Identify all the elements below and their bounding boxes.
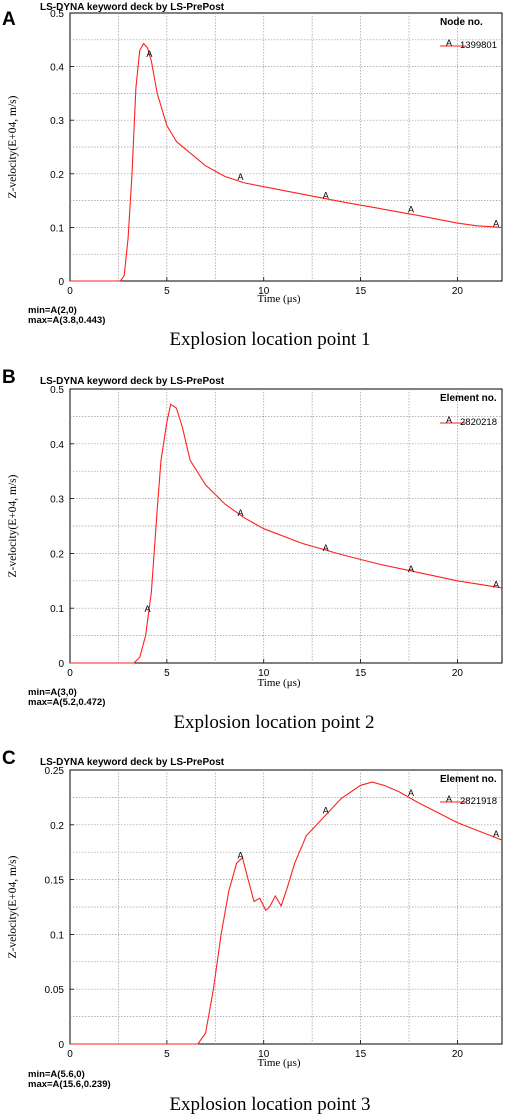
legend: Node no. A 1399801 (440, 17, 497, 51)
y-tick-label: 0 (58, 1040, 64, 1051)
y-axis-label: Z-velocity(E+04, m/s) (7, 855, 19, 958)
axis-ticks: 0 5 10 15 20 0 0.1 0.2 0.3 0.4 0.5 (50, 385, 463, 679)
curve-marker-label: A (323, 543, 329, 553)
x-tick-label: 10 (258, 1049, 270, 1060)
y-axis-label: Z-velocity(E+04, m/s) (7, 95, 19, 198)
curve-markers: A A A A A (144, 508, 499, 614)
y-tick-label: 0.5 (50, 9, 64, 20)
curve-marker-label: A (493, 579, 499, 589)
y-tick-label: 0.25 (45, 766, 65, 777)
x-tick-label: 10 (258, 286, 270, 297)
plot-header: LS-DYNA keyword deck by LS-PrePost (40, 757, 225, 768)
min-readout: min=A(3,0) (28, 687, 77, 698)
x-tick-label: 20 (452, 1049, 464, 1060)
curve-marker-label: A (408, 788, 414, 798)
y-tick-label: 0.2 (50, 549, 64, 560)
y-tick-label: 0 (58, 659, 64, 670)
curve-markers: A A A A (237, 788, 499, 860)
curve-marker-label: A (493, 829, 499, 839)
grid (70, 389, 502, 663)
y-tick-label: 0.1 (50, 930, 64, 941)
legend-element-id: 2821918 (460, 796, 497, 807)
curve-marker-label: A (146, 49, 152, 59)
min-readout: min=A(5.6,0) (28, 1069, 85, 1080)
y-tick-label: 0.2 (50, 821, 64, 832)
x-tick-label: 5 (164, 668, 170, 679)
y-axis-label: Z-velocity(E+04, m/s) (7, 474, 19, 577)
y-tick-label: 0.05 (45, 985, 65, 996)
legend-title: Element no. (440, 774, 497, 785)
curve-marker-label: A (408, 204, 414, 214)
x-axis-label: Time (μs) (257, 1057, 300, 1069)
x-axis-label: Time (μs) (257, 293, 300, 305)
axis-ticks: 0 5 10 15 20 0 0.05 0.1 0.15 0.2 0.25 (45, 766, 464, 1060)
curve-marker-label: A (237, 851, 243, 861)
panel-a: A LS-DYNA keyword deck by LS-PrePost 0 5 1… (2, 2, 503, 350)
panel-letter: C (2, 748, 16, 769)
x-tick-label: 0 (67, 286, 73, 297)
panel-letter: B (2, 367, 16, 388)
grid (70, 770, 502, 1044)
axis-ticks: 0 5 10 15 20 0 0.1 0.2 0.3 0.4 0.5 (50, 9, 463, 297)
panel-c: C LS-DYNA keyword deck by LS-PrePost 0 5 1… (2, 748, 503, 1115)
x-tick-label: 0 (67, 668, 73, 679)
y-tick-label: 0.4 (50, 440, 64, 451)
legend: Element no. A 2820218 (440, 393, 497, 428)
panel-caption: Explosion location point 3 (169, 1094, 370, 1115)
x-tick-label: 10 (258, 668, 270, 679)
y-tick-label: 0.1 (50, 223, 64, 234)
x-tick-label: 20 (452, 286, 464, 297)
y-tick-label: 0.4 (50, 63, 64, 74)
max-readout: max=A(3.8,0.443) (28, 315, 105, 326)
curve-marker-label: A (408, 564, 414, 574)
legend-node-id: 1399801 (460, 40, 497, 51)
curve-marker-label: A (323, 806, 329, 816)
curve-marker-label: A (323, 190, 329, 200)
legend-element-id: 2820218 (460, 417, 497, 428)
curve-markers: A A A A A (146, 49, 499, 228)
y-tick-label: 0.5 (50, 385, 64, 396)
x-tick-label: 15 (355, 286, 367, 297)
y-tick-label: 0 (58, 277, 64, 288)
panel-b: B LS-DYNA keyword deck by LS-PrePost 0 5 1… (2, 367, 503, 733)
legend-marker: A (446, 415, 452, 425)
curve-marker-label: A (144, 604, 150, 614)
legend: Element no. A 2821918 (440, 774, 497, 807)
series-line (70, 781, 503, 1045)
plot-header: LS-DYNA keyword deck by LS-PrePost (40, 2, 225, 13)
min-readout: min=A(2,0) (28, 305, 77, 316)
panel-caption: Explosion location point 2 (173, 712, 374, 733)
x-axis-label: Time (μs) (257, 677, 300, 689)
curve-marker-label: A (237, 172, 243, 182)
y-tick-label: 0.1 (50, 604, 64, 615)
legend-title: Node no. (440, 17, 483, 28)
legend-marker: A (446, 794, 452, 804)
curve-marker-label: A (237, 508, 243, 518)
y-tick-label: 0.2 (50, 170, 64, 181)
max-readout: max=A(5.2,0.472) (28, 697, 105, 708)
grid (70, 13, 502, 281)
plot-header: LS-DYNA keyword deck by LS-PrePost (40, 376, 225, 387)
y-tick-label: 0.3 (50, 116, 64, 127)
x-tick-label: 0 (67, 1049, 73, 1060)
x-tick-label: 20 (452, 668, 464, 679)
series-line (70, 42, 503, 282)
y-tick-label: 0.15 (45, 876, 65, 887)
panel-letter: A (2, 9, 16, 30)
curve-marker-label: A (493, 218, 499, 228)
x-tick-label: 5 (164, 286, 170, 297)
x-tick-label: 15 (355, 668, 367, 679)
legend-title: Element no. (440, 393, 497, 404)
x-tick-label: 15 (355, 1049, 367, 1060)
legend-marker: A (446, 38, 452, 48)
panel-caption: Explosion location point 1 (169, 329, 370, 350)
series-line (70, 403, 503, 664)
x-tick-label: 5 (164, 1049, 170, 1060)
max-readout: max=A(15.6,0.239) (28, 1079, 111, 1090)
y-tick-label: 0.3 (50, 495, 64, 506)
